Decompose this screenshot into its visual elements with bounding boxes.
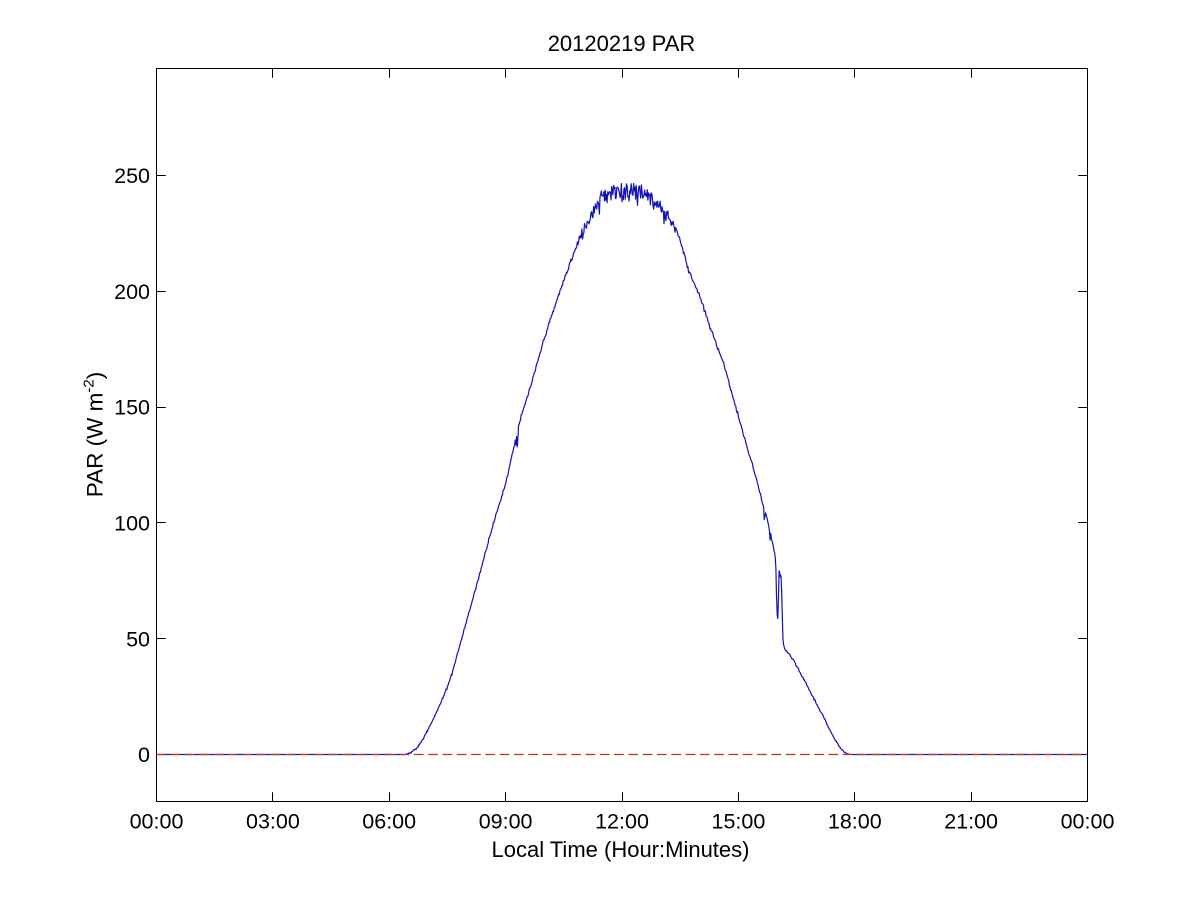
svg-text:03:00: 03:00 — [246, 810, 300, 834]
svg-text:18:00: 18:00 — [828, 810, 882, 834]
svg-text:50: 50 — [126, 627, 150, 651]
svg-text:250: 250 — [114, 164, 150, 188]
svg-text:00:00: 00:00 — [130, 810, 184, 834]
svg-text:12:00: 12:00 — [595, 810, 649, 834]
svg-text:00:00: 00:00 — [1061, 810, 1115, 834]
svg-text:06:00: 06:00 — [362, 810, 416, 834]
svg-text:150: 150 — [114, 396, 150, 420]
svg-text:PAR (W m-2): PAR (W m-2) — [81, 372, 108, 497]
svg-text:21:00: 21:00 — [944, 810, 998, 834]
svg-text:20120219 PAR: 20120219 PAR — [548, 31, 696, 56]
svg-text:09:00: 09:00 — [479, 810, 533, 834]
svg-text:200: 200 — [114, 280, 150, 304]
svg-text:0: 0 — [138, 743, 150, 767]
svg-text:100: 100 — [114, 512, 150, 536]
svg-text:15:00: 15:00 — [711, 810, 765, 834]
svg-text:Local Time (Hour:Minutes): Local Time (Hour:Minutes) — [492, 837, 750, 862]
